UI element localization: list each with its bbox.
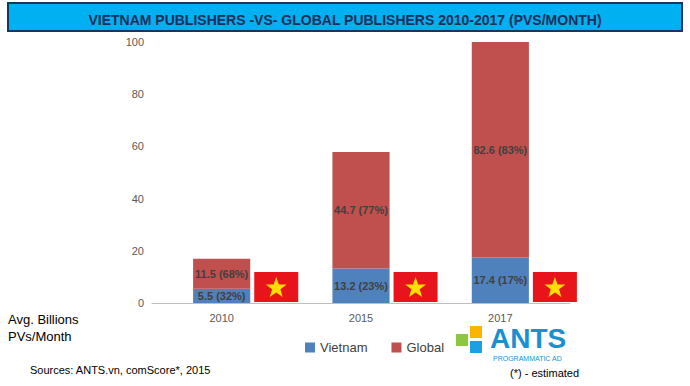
svg-text:ANTS: ANTS <box>490 323 566 354</box>
svg-text:2017: 2017 <box>488 312 512 324</box>
svg-text:20: 20 <box>132 245 144 257</box>
svg-text:Sources: ANTS.vn, comScore*, 2: Sources: ANTS.vn, comScore*, 2015 <box>30 364 210 376</box>
svg-text:PVs/Month: PVs/Month <box>8 329 72 344</box>
svg-text:82.6 (83%): 82.6 (83%) <box>473 144 527 156</box>
svg-text:60: 60 <box>132 140 144 152</box>
svg-text:Global: Global <box>406 340 444 355</box>
svg-text:44.7 (77%): 44.7 (77%) <box>334 204 388 216</box>
svg-text:80: 80 <box>132 88 144 100</box>
svg-text:40: 40 <box>132 193 144 205</box>
svg-text:13.2 (23%): 13.2 (23%) <box>334 280 388 292</box>
svg-text:0: 0 <box>138 297 144 309</box>
svg-text:17.4 (17%): 17.4 (17%) <box>473 274 527 286</box>
svg-text:Avg. Billions: Avg. Billions <box>8 312 79 327</box>
svg-text:PROGRAMMATIC AD: PROGRAMMATIC AD <box>493 355 562 362</box>
svg-text:11.5 (68%): 11.5 (68%) <box>195 268 249 280</box>
svg-text:100: 100 <box>126 36 144 48</box>
svg-text:2015: 2015 <box>349 312 373 324</box>
svg-text:VIETNAM PUBLISHERS -VS- GLOBAL: VIETNAM PUBLISHERS -VS- GLOBAL PUBLISHER… <box>88 12 601 28</box>
svg-text:(*) - estimated: (*) - estimated <box>510 367 579 379</box>
svg-text:5.5 (32%): 5.5 (32%) <box>198 290 246 302</box>
svg-text:2010: 2010 <box>209 312 233 324</box>
svg-text:Vietnam: Vietnam <box>320 340 367 355</box>
